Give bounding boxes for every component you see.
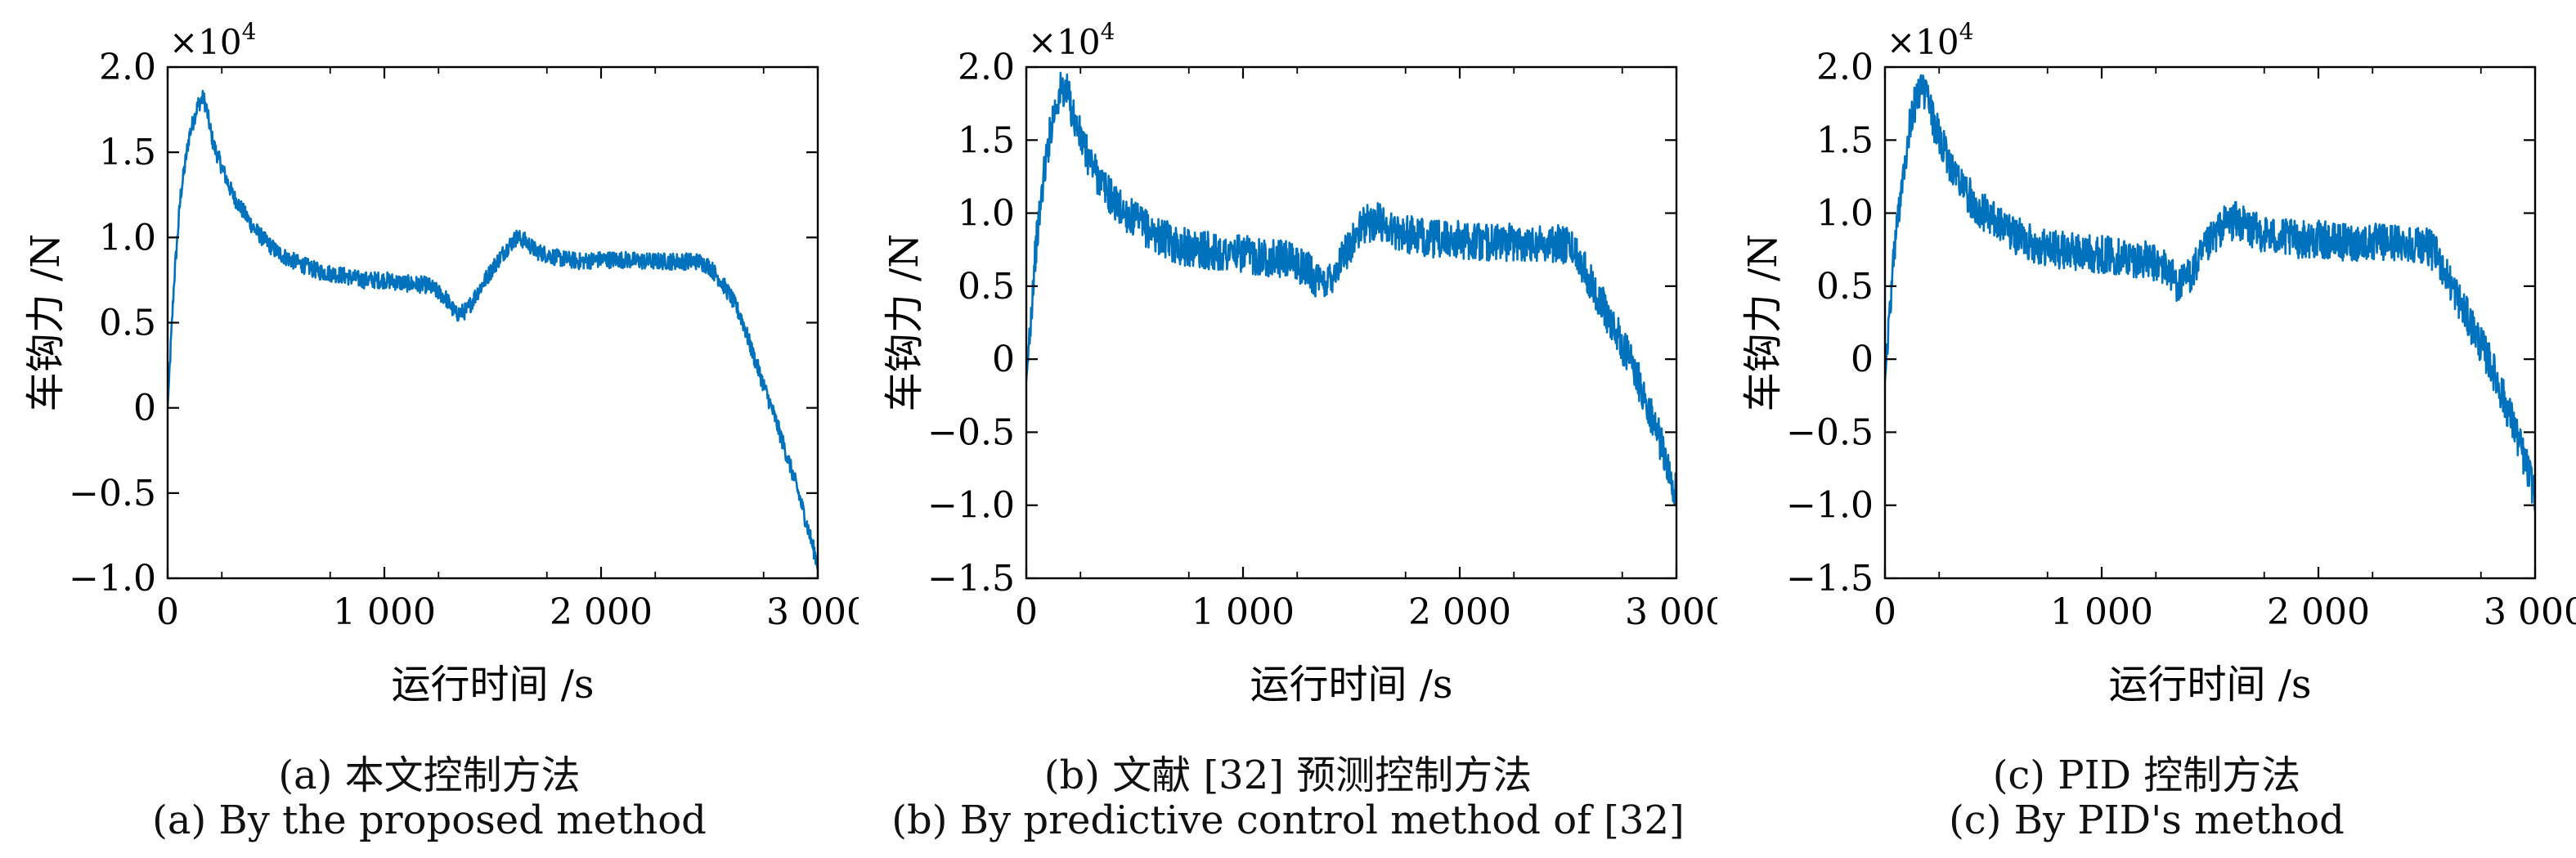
y-tick-label-c-0: −1.5 [1786, 558, 1874, 600]
x-tick-label-a-1: 1 000 [333, 591, 436, 633]
series-line-a [168, 89, 818, 571]
plot-frame-c [1883, 65, 2537, 580]
y-tick-label-c-3: 0 [1851, 339, 1874, 380]
x-tick-label-c-2: 2 000 [2267, 591, 2370, 633]
x-tick-label-a-2: 2 000 [550, 591, 653, 633]
plot-frame-a [166, 65, 819, 580]
chart-panel-a: 0 1 000 2 000 3 000 −1.0 −0.5 0 0.5 1.0 1.5 2.0 ×10… [0, 0, 859, 858]
x-tick-label-b-0: 0 [1015, 591, 1038, 633]
x-tick-label-c-3: 3 000 [2484, 591, 2576, 633]
y-tick-label-c-2: −0.5 [1786, 411, 1874, 453]
y-tick-label-b-7: 2.0 [958, 47, 1015, 88]
chart-c-svg: 0 1 000 2 000 3 000 −1.5 −1.0 −0.5 0 0.5 1.0 1.5 2.… [1740, 18, 2576, 708]
x-tick-label-b-3: 3 000 [1625, 591, 1717, 633]
x-tick-label-c-1: 1 000 [2050, 591, 2153, 633]
x-tick-label-b-1: 1 000 [1192, 591, 1295, 633]
y-axis-title-c: 车钩力 /N [1740, 234, 1786, 411]
y-tick-label-a-3: 0.5 [99, 303, 156, 344]
y-tick-label-a-6: 2.0 [99, 47, 156, 88]
y-tick-label-a-4: 1.0 [99, 217, 156, 258]
x-tick-label-a-3: 3 000 [766, 591, 859, 633]
caption-c-en: (c) By PID's method [1949, 797, 2345, 843]
x-axis-title-a: 运行时间 /s [391, 662, 594, 708]
chart-panel-c: 0 1 000 2 000 3 000 −1.5 −1.0 −0.5 0 0.5 1.0 1.5 2.… [1717, 0, 2576, 858]
x-axis-title-c: 运行时间 /s [2108, 662, 2311, 708]
y-tick-label-c-5: 1.0 [1816, 193, 1874, 235]
y-tick-label-a-5: 1.5 [99, 132, 156, 173]
x-axis-title-b: 运行时间 /s [1250, 662, 1452, 708]
y-tick-label-b-4: 0.5 [958, 266, 1015, 308]
caption-b-cn: (b) 文献 [32] 预测控制方法 [1043, 752, 1533, 798]
y-tick-label-c-6: 1.5 [1816, 119, 1874, 161]
y-tick-label-c-1: −1.0 [1786, 485, 1874, 527]
y-tick-label-b-0: −1.5 [927, 558, 1015, 600]
y-tick-label-c-7: 2.0 [1816, 47, 1874, 88]
chart-b-svg: 0 1 000 2 000 3 000 −1.5 −1.0 −0.5 0 0.5 1.0 1.5 2.… [882, 18, 1717, 708]
series-line-c [1885, 74, 2535, 512]
y-exponent-label-a: ×104 [169, 18, 256, 62]
y-tick-label-b-6: 1.5 [958, 119, 1015, 161]
x-tick-label-a-0: 0 [156, 591, 179, 633]
chart-panel-b: 0 1 000 2 000 3 000 −1.5 −1.0 −0.5 0 0.5 1.0 1.5 2.… [859, 0, 1717, 858]
y-tick-label-b-2: −0.5 [927, 411, 1015, 453]
y-tick-label-a-0: −1.0 [69, 558, 156, 600]
caption-b-en: (b) By predictive control method of [32] [891, 797, 1685, 843]
x-tick-label-c-0: 0 [1874, 591, 1896, 633]
caption-a-cn: (a) 本文控制方法 [278, 752, 581, 798]
y-exponent-label-b: ×104 [1028, 18, 1115, 62]
y-axis-title-b: 车钩力 /N [882, 234, 927, 411]
y-tick-label-b-3: 0 [992, 339, 1015, 380]
y-tick-label-b-1: −1.0 [927, 485, 1015, 527]
caption-a-en: (a) By the proposed method [152, 797, 707, 843]
y-axis-title-a: 车钩力 /N [23, 234, 69, 411]
y-exponent-label-c: ×104 [1887, 18, 1973, 62]
y-tick-label-b-5: 1.0 [958, 193, 1015, 235]
y-tick-label-c-4: 0.5 [1816, 266, 1874, 308]
y-tick-label-a-2: 0 [133, 388, 156, 429]
chart-a-svg: 0 1 000 2 000 3 000 −1.0 −0.5 0 0.5 1.0 1.5 2.0 ×10… [23, 18, 859, 708]
series-line-b [1026, 71, 1676, 505]
y-tick-label-a-1: −0.5 [69, 473, 156, 514]
caption-c-cn: (c) PID 控制方法 [1992, 752, 2301, 798]
x-tick-label-b-2: 2 000 [1408, 591, 1511, 633]
plot-frame-b [1025, 65, 1678, 580]
